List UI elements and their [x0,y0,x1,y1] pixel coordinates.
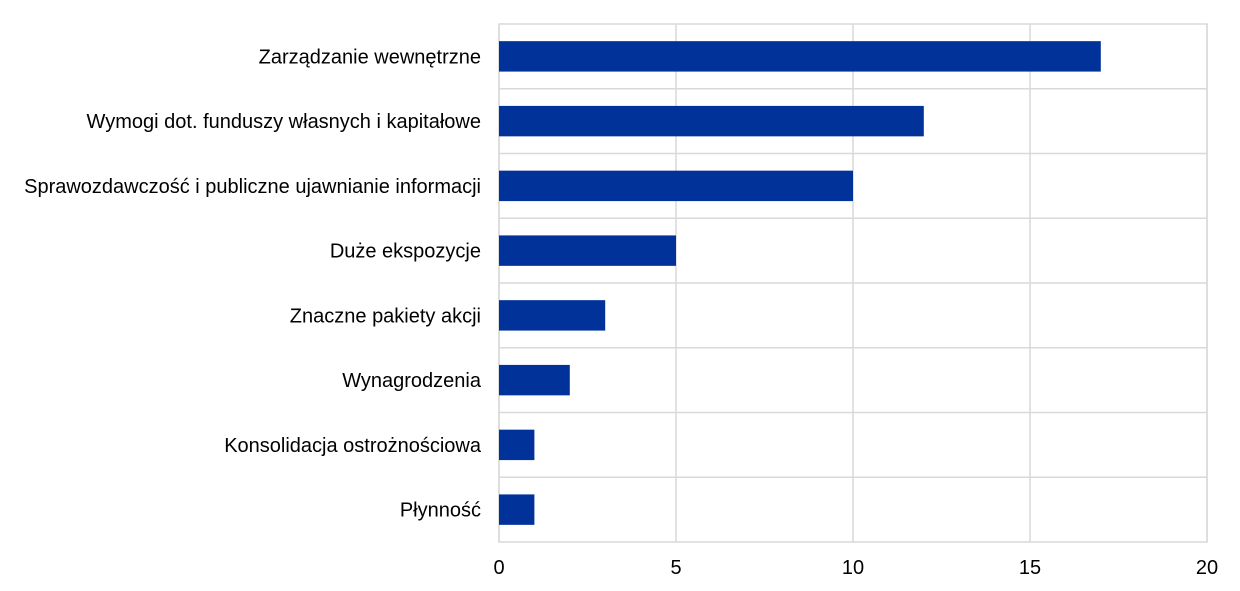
category-label: Znaczne pakiety akcji [290,305,481,327]
x-tick-label: 10 [842,557,864,579]
gridlines [498,24,1208,542]
bar [499,41,1101,72]
bar [499,300,606,331]
category-label: Wynagrodzenia [342,370,482,392]
bars [499,41,1101,525]
x-axis-tick-labels: 0 5 10 15 20 [493,557,1218,579]
category-label: Płynność [400,500,481,522]
category-label: Sprawozdawczość i publiczne ujawnianie i… [24,176,481,198]
bar [499,494,535,525]
category-label: Konsolidacja ostrożnościowa [224,435,482,457]
bar [499,170,853,202]
category-label: Wymogi dot. funduszy własnych i kapitało… [87,111,481,133]
x-tick-label: 20 [1196,557,1218,579]
category-label: Zarządzanie wewnętrzne [259,46,481,68]
category-labels: Zarządzanie wewnętrzne Wymogi dot. fundus… [24,46,482,521]
x-tick-label: 0 [493,557,504,579]
bar [499,364,570,396]
bar [499,105,924,137]
category-label: Duże ekspozycje [330,241,481,263]
x-tick-label: 15 [1019,557,1041,579]
bar [499,235,676,266]
bar [499,429,535,461]
x-tick-label: 5 [670,557,681,579]
